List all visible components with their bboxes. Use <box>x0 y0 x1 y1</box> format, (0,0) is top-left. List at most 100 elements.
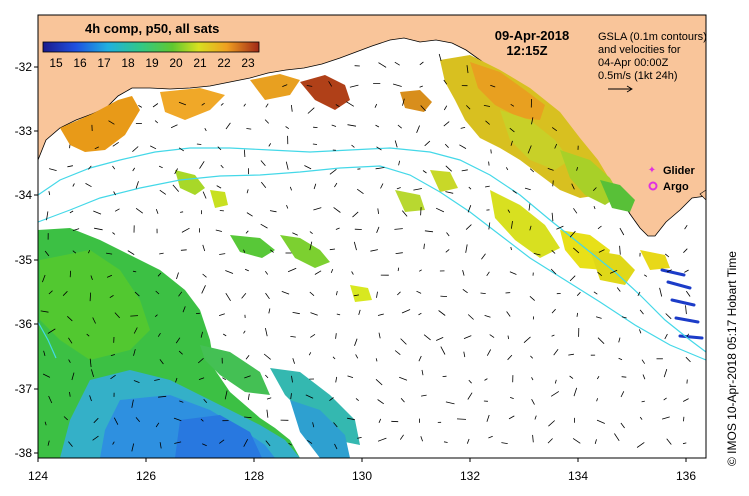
velocity-arrow <box>310 312 318 316</box>
velocity-arrow <box>155 422 160 428</box>
velocity-arrow <box>377 437 387 442</box>
velocity-arrow <box>200 418 204 422</box>
velocity-arrow <box>71 372 75 381</box>
velocity-arrow <box>619 245 621 255</box>
cbar-tick: 21 <box>193 56 207 70</box>
velocity-arrow <box>173 417 182 422</box>
velocity-arrow <box>69 391 71 397</box>
velocity-arrow <box>203 398 208 404</box>
velocity-arrow <box>547 168 554 171</box>
velocity-arrow <box>113 191 116 196</box>
velocity-arrow <box>108 120 115 125</box>
velocity-arrow <box>307 439 313 444</box>
velocity-arrow <box>524 187 531 191</box>
velocity-arrow <box>178 101 187 106</box>
velocity-arrow <box>488 222 491 230</box>
velocity-arrow <box>244 375 251 379</box>
velocity-arrow <box>131 399 134 408</box>
velocity-arrow <box>178 147 185 152</box>
velocity-arrow <box>114 208 120 212</box>
lat-tick: -32 <box>15 60 33 74</box>
velocity-arrow <box>157 332 161 337</box>
velocity-arrow <box>290 336 296 338</box>
gsla-contours <box>37 147 707 361</box>
velocity-arrow <box>636 442 645 448</box>
velocity-arrow <box>423 243 425 250</box>
velocity-arrow <box>576 312 578 317</box>
colorbar-gradient <box>42 41 260 53</box>
velocity-arrow <box>488 161 490 166</box>
velocity-arrow <box>571 183 575 190</box>
velocity-arrow <box>551 334 555 337</box>
velocity-arrow <box>642 374 646 380</box>
velocity-arrows <box>40 53 691 452</box>
velocity-arrow <box>292 358 295 364</box>
velocity-arrow <box>85 183 92 188</box>
velocity-arrow <box>110 374 116 380</box>
velocity-arrow <box>418 269 422 272</box>
velocity-arrow <box>202 191 207 199</box>
velocity-arrow <box>621 316 627 319</box>
velocity-arrow <box>336 291 338 296</box>
glider-star-icon: ✦ <box>648 165 656 176</box>
velocity-arrow <box>219 439 225 444</box>
velocity-arrow <box>305 394 314 399</box>
velocity-arrow <box>483 105 491 107</box>
velocity-arrow <box>435 207 445 213</box>
velocity-arrow <box>88 249 91 254</box>
velocity-arrow <box>349 84 359 88</box>
velocity-arrow <box>132 167 136 172</box>
velocity-arrow <box>72 250 77 254</box>
velocity-arrow <box>174 168 178 175</box>
velocity-arrow <box>594 439 597 445</box>
velocity-arrow <box>459 144 467 149</box>
velocity-arrow <box>467 205 472 213</box>
velocity-arrow <box>534 415 537 420</box>
velocity-arrow <box>573 208 578 214</box>
velocity-arrow <box>335 376 338 383</box>
velocity-arrow <box>509 397 514 399</box>
velocity-arrow <box>467 314 474 320</box>
velocity-arrow <box>548 420 555 427</box>
velocity-arrow <box>307 107 315 114</box>
velocity-arrow <box>93 417 99 424</box>
velocity-arrow <box>333 422 338 428</box>
velocity-arrow <box>265 292 270 300</box>
velocity-arrow <box>268 308 271 314</box>
velocity-arrow <box>222 333 227 337</box>
velocity-arrow <box>94 146 99 150</box>
velocity-arrow <box>512 190 517 194</box>
velocity-arrow <box>486 414 490 422</box>
velocity-arrow <box>358 309 361 316</box>
velocity-arrow <box>89 395 92 402</box>
velocity-arrow <box>465 244 468 253</box>
velocity-arrow <box>416 290 422 294</box>
velocity-arrow <box>550 391 560 397</box>
velocity-arrow <box>551 308 556 314</box>
velocity-arrow <box>661 416 670 420</box>
velocity-arrow <box>377 208 379 214</box>
velocity-arrow <box>684 224 688 230</box>
velocity-arrow <box>596 398 598 402</box>
velocity-arrow <box>573 247 580 254</box>
velocity-arrow <box>247 393 250 401</box>
velocity-arrow <box>356 188 364 195</box>
velocity-arrow <box>46 211 49 221</box>
velocity-arrow <box>392 83 402 87</box>
velocity-arrow <box>596 375 600 380</box>
velocity-arrow <box>507 354 513 361</box>
velocity-arrow <box>133 327 138 334</box>
velocity-arrow <box>510 140 513 146</box>
velocity-arrow <box>225 292 231 302</box>
velocity-arrow <box>48 290 53 295</box>
velocity-arrow <box>215 229 222 232</box>
velocity-arrow <box>43 350 46 357</box>
velocity-arrow <box>113 417 119 425</box>
gsla-line: GSLA (0.1m contours) <box>598 31 707 43</box>
velocity-arrow <box>376 146 382 151</box>
lon-tick: 128 <box>244 469 264 483</box>
velocity-arrow <box>202 443 207 447</box>
velocity-arrow <box>67 165 73 168</box>
velocity-arrow <box>112 165 116 170</box>
velocity-arrow <box>510 103 515 107</box>
